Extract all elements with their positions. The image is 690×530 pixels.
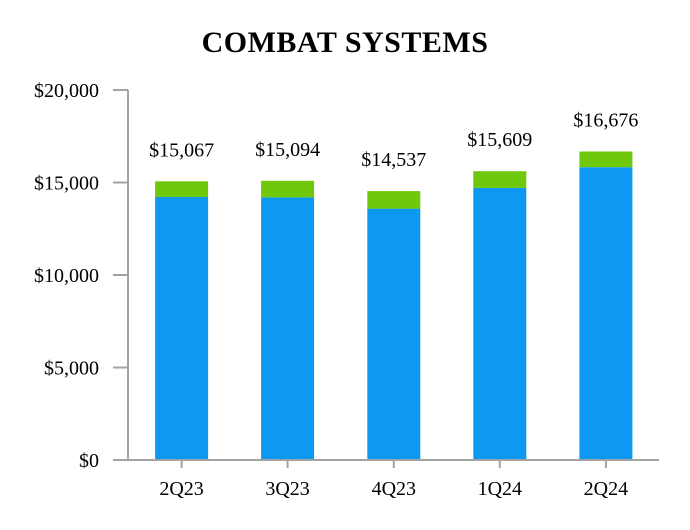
bar-total-label-3Q23: $15,094: [255, 139, 320, 161]
x-label-2Q24: 2Q24: [584, 478, 628, 500]
y-label-$5,000: $5,000: [44, 358, 99, 380]
bar-segment-top-segment-4Q23: [367, 191, 421, 209]
bar-total-label-4Q23: $14,537: [361, 149, 426, 171]
y-label-$15,000: $15,000: [34, 173, 99, 195]
bar-segment-base-segment-2Q23: [155, 197, 209, 460]
y-label-$20,000: $20,000: [34, 80, 99, 102]
bar-segment-base-segment-3Q23: [261, 197, 315, 460]
bar-segment-top-segment-1Q24: [473, 171, 527, 188]
bar-total-label-1Q24: $15,609: [467, 129, 532, 151]
x-label-2Q23: 2Q23: [159, 478, 203, 500]
bar-total-label-2Q24: $16,676: [573, 110, 638, 132]
bar-segment-top-segment-2Q24: [579, 151, 633, 168]
bar-segment-top-segment-3Q23: [261, 180, 315, 198]
bar-segment-base-segment-1Q24: [473, 187, 527, 460]
y-label-$10,000: $10,000: [34, 265, 99, 287]
bar-segment-base-segment-4Q23: [367, 208, 421, 460]
x-label-3Q23: 3Q23: [265, 478, 309, 500]
bar-total-label-2Q23: $15,067: [149, 139, 214, 161]
x-label-1Q24: 1Q24: [478, 478, 522, 500]
chart-title: COMBAT SYSTEMS: [201, 26, 489, 59]
bar-segment-top-segment-2Q23: [155, 181, 209, 197]
y-label-$0: $0: [79, 450, 99, 472]
x-label-4Q23: 4Q23: [372, 478, 416, 500]
bar-segment-base-segment-2Q24: [579, 167, 633, 460]
